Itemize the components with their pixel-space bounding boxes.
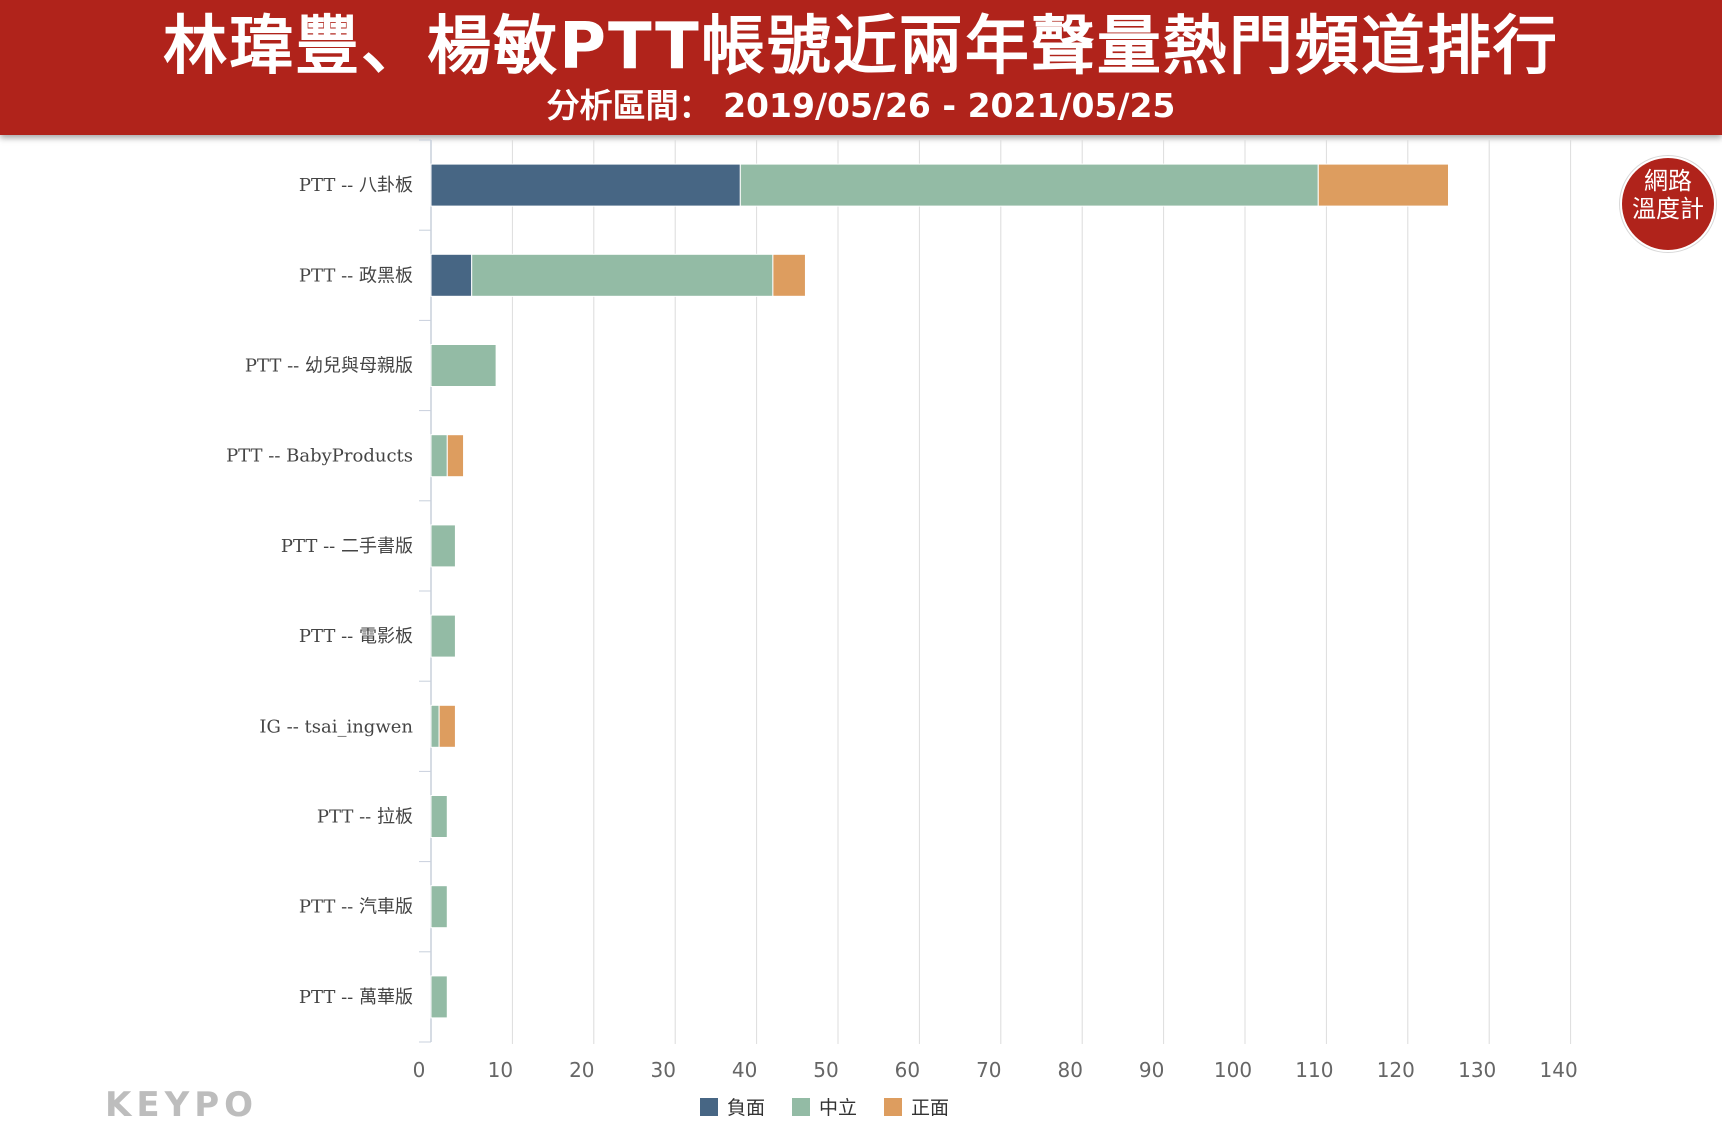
bar-segment-2 bbox=[438, 704, 456, 748]
badge-line-1: 網路 bbox=[1644, 167, 1692, 195]
bar-segment-0 bbox=[430, 163, 741, 207]
x-tick-label: 130 bbox=[1458, 1058, 1496, 1082]
category-label: PTT -- 幼兒與母親版 bbox=[245, 356, 413, 377]
x-tick-label: 110 bbox=[1295, 1058, 1333, 1082]
category-label: PTT -- 萬華版 bbox=[299, 987, 413, 1008]
legend-label: 負面 bbox=[727, 1097, 765, 1119]
x-tick-label: 90 bbox=[1139, 1058, 1164, 1082]
x-tick-label: 50 bbox=[813, 1058, 838, 1082]
x-tick-label: 70 bbox=[976, 1058, 1001, 1082]
keypo-logo: KEYPO bbox=[105, 1085, 259, 1125]
x-tick-label: 120 bbox=[1377, 1058, 1415, 1082]
x-tick-label: 100 bbox=[1214, 1058, 1252, 1082]
bar-segment-1 bbox=[430, 704, 440, 748]
category-label: IG -- tsai_ingwen bbox=[259, 716, 413, 737]
stacked-bar-chart: 0 10 20 30 40 50 60 70 80 90 100 110 120 130 140 PTT --… bbox=[226, 139, 1578, 1119]
bar-segment-1 bbox=[430, 975, 448, 1019]
bar-segment-1 bbox=[430, 344, 497, 387]
badge-line-2: 溫度計 bbox=[1632, 195, 1704, 223]
x-tick-label: 10 bbox=[488, 1058, 513, 1082]
bar-segment-2 bbox=[1317, 163, 1450, 207]
legend-label: 中立 bbox=[819, 1097, 857, 1119]
header-banner: 林瑋豐、楊敏PTT帳號近兩年聲量熱門頻道排行 分析區間： 2019/05/26 … bbox=[0, 0, 1722, 135]
bar-segment-1 bbox=[430, 795, 448, 838]
legend-swatch bbox=[792, 1098, 810, 1116]
category-label: PTT -- 八卦板 bbox=[299, 175, 413, 196]
bar-segment-1 bbox=[430, 614, 456, 658]
x-tick-label: 20 bbox=[569, 1058, 594, 1082]
page-title: 林瑋豐、楊敏PTT帳號近兩年聲量熱門頻道排行 bbox=[163, 10, 1559, 84]
legend-swatch bbox=[700, 1098, 718, 1116]
x-tick-label: 80 bbox=[1057, 1058, 1082, 1082]
bar-segment-1 bbox=[430, 524, 456, 568]
category-label: PTT -- BabyProducts bbox=[226, 446, 413, 467]
x-tick-label: 40 bbox=[732, 1058, 757, 1082]
bar-segment-1 bbox=[739, 163, 1319, 207]
bar-segment-0 bbox=[430, 253, 473, 297]
x-tick-label: 60 bbox=[895, 1058, 920, 1082]
x-tick-label: 0 bbox=[413, 1058, 426, 1082]
category-label: PTT -- 拉板 bbox=[317, 807, 413, 828]
category-label: PTT -- 汽車版 bbox=[299, 897, 413, 918]
bar-segment-1 bbox=[471, 253, 774, 297]
category-label: PTT -- 二手書版 bbox=[281, 536, 413, 557]
date-range-subtitle: 分析區間： 2019/05/26 - 2021/05/25 bbox=[546, 86, 1176, 125]
bar-segment-2 bbox=[772, 253, 806, 297]
legend-swatch bbox=[884, 1098, 902, 1116]
x-tick-label: 140 bbox=[1540, 1058, 1578, 1082]
category-label: PTT -- 電影板 bbox=[299, 626, 413, 647]
x-tick-label: 30 bbox=[650, 1058, 675, 1082]
legend-label: 正面 bbox=[911, 1097, 949, 1119]
bar-segment-1 bbox=[430, 885, 448, 929]
bar-segment-2 bbox=[446, 434, 465, 478]
category-label: PTT -- 政黑板 bbox=[299, 265, 413, 286]
thermometer-badge: 網路 溫度計 bbox=[1622, 158, 1714, 250]
bar-segment-1 bbox=[430, 434, 448, 478]
